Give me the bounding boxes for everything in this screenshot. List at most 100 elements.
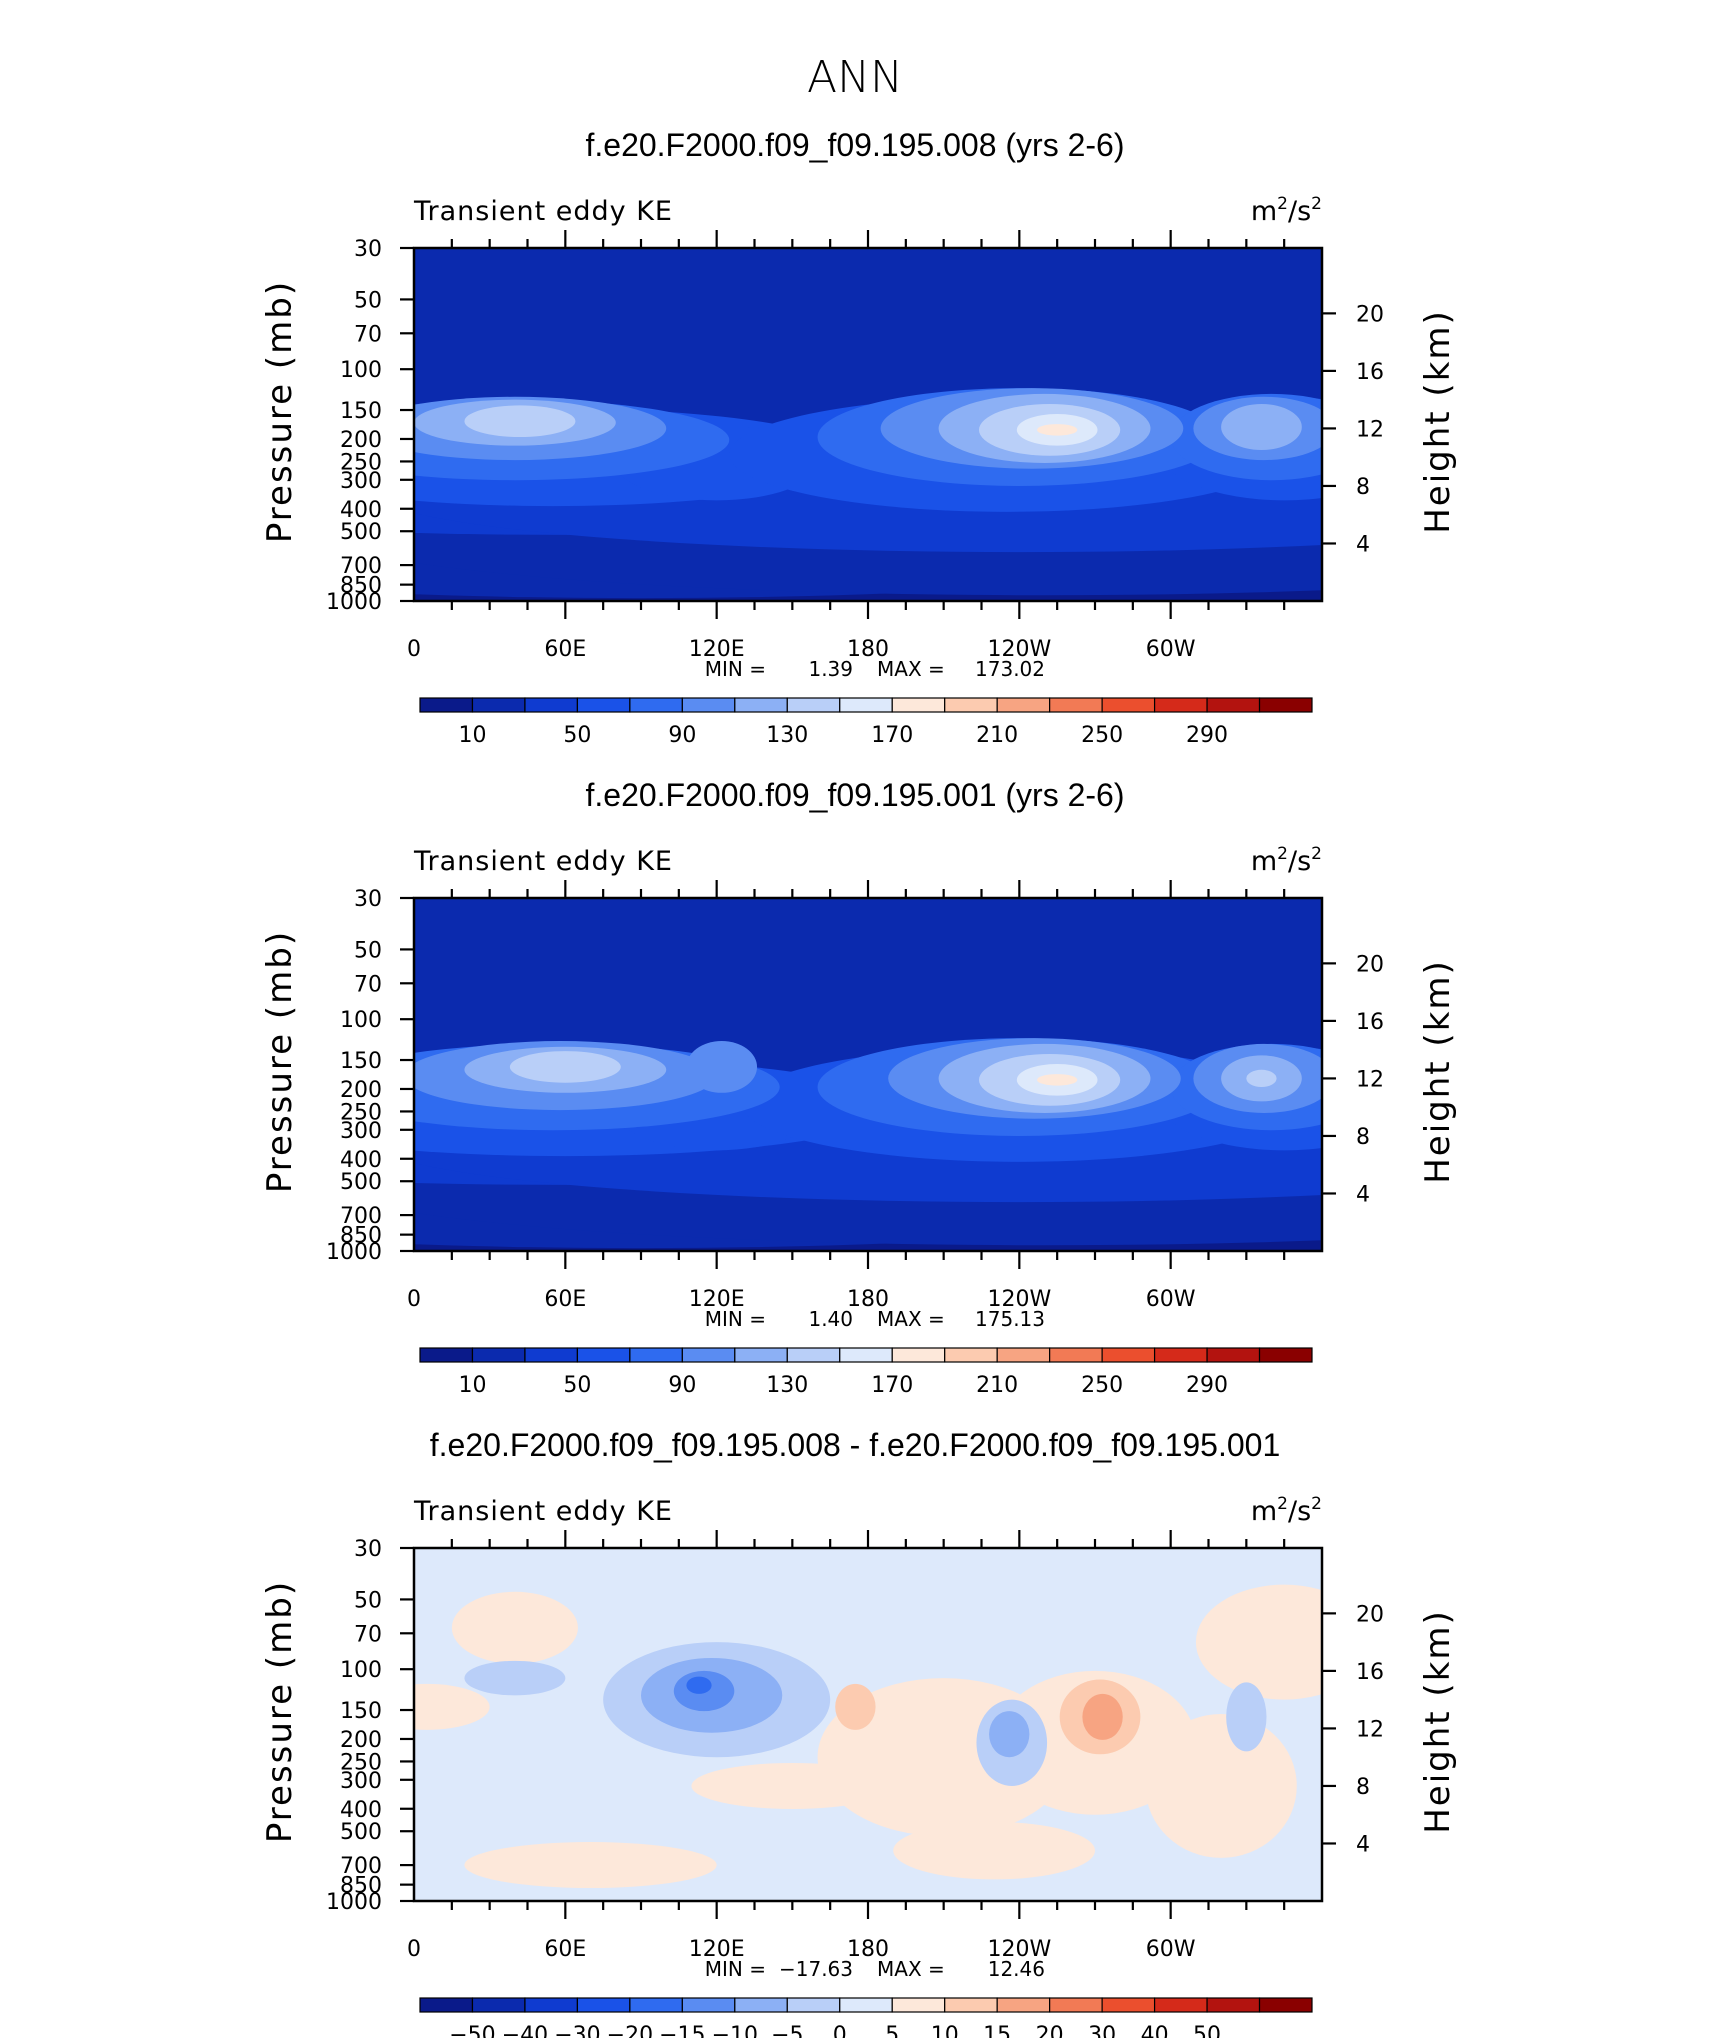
colorbar-swatch	[839, 1997, 893, 2013]
contour-region	[464, 405, 576, 438]
colorbar-swatch	[471, 697, 526, 713]
x-tick-label: 0	[407, 637, 421, 662]
min-value: −17.63	[779, 1957, 853, 1981]
colorbar-label: 50	[1193, 2023, 1221, 2038]
colorbar-swatch	[1049, 1347, 1103, 1363]
x-tick-label: 0	[407, 1937, 421, 1962]
y-tick-label: 200	[340, 1078, 382, 1103]
max-label: MAX =	[877, 1307, 945, 1331]
contour-region	[1524, 572, 1710, 1032]
y-axis-label: Pressure (mb)	[260, 280, 300, 543]
colorbar-swatch	[839, 697, 893, 713]
colorbar-swatch	[891, 1997, 946, 2013]
x-tick-label: 60W	[1146, 1287, 1196, 1312]
colorbar: 10 50 90 130 170 210 250 290	[419, 1347, 1313, 1398]
max-label: MAX =	[877, 657, 945, 681]
y-tick-label: 50	[354, 288, 382, 313]
y-axis-label-right: Height (km)	[1418, 959, 1458, 1184]
colorbar-label: 210	[976, 723, 1018, 748]
colorbar-swatch	[996, 1997, 1051, 2013]
y-right-tick-label: 16	[1356, 1010, 1384, 1035]
y-right-tick-label: 4	[1356, 1182, 1370, 1207]
colorbar-swatch	[1258, 1997, 1313, 2013]
colorbar-swatch	[1206, 1997, 1261, 2013]
colorbar-label: 250	[1081, 723, 1123, 748]
colorbar-label: 5	[885, 2023, 899, 2038]
min-value: 1.40	[808, 1307, 853, 1331]
colorbar-label: 90	[668, 723, 696, 748]
y-tick-label: 30	[354, 887, 382, 912]
colorbar-swatch	[786, 1347, 841, 1363]
colorbar: 10 50 90 130 170 210 250 290	[419, 697, 1313, 748]
y-right-tick-label: 4	[1356, 532, 1370, 557]
contour-field	[414, 898, 1322, 1251]
y-tick-label: 250	[340, 1100, 382, 1125]
colorbar-label: −50	[449, 2023, 495, 2038]
x-tick-label: 120E	[689, 1287, 745, 1312]
contour-region	[1195, 1584, 1322, 1700]
y-tick-label: 200	[340, 428, 382, 453]
contour-region	[509, 1051, 621, 1083]
y-tick-label: 150	[340, 1699, 382, 1724]
y-tick-label: 200	[340, 1728, 382, 1753]
chart-panel: f.e20.F2000.f09_f09.195.008 - f.e20.F200…	[260, 1427, 1458, 2038]
y-right-tick-label: 20	[1356, 1602, 1384, 1627]
y-right-tick-label: 16	[1356, 360, 1384, 385]
y-right-tick-label: 12	[1356, 1717, 1384, 1742]
y-tick-label: 100	[340, 1008, 382, 1033]
contour-region	[835, 1683, 876, 1730]
y-axis-label-right: Height (km)	[1418, 309, 1458, 534]
y-tick-label: 300	[340, 1769, 382, 1794]
y-tick-label: 500	[340, 1170, 382, 1195]
colorbar-swatch	[786, 697, 841, 713]
min-label: MIN =	[705, 1307, 766, 1331]
colorbar-swatch	[419, 697, 474, 713]
colorbar-label: 10	[458, 1373, 486, 1398]
colorbar-label: 15	[983, 2023, 1011, 2038]
x-tick-label: 180	[847, 1287, 889, 1312]
units-label: m2/s2	[1251, 844, 1322, 877]
colorbar-label: −20	[607, 2023, 653, 2038]
x-tick-label: 180	[847, 637, 889, 662]
y-tick-label: 400	[340, 1798, 382, 1823]
colorbar-swatch	[471, 1347, 526, 1363]
contour-region	[414, 1683, 490, 1730]
y-tick-label: 500	[340, 520, 382, 545]
colorbar-label: −10	[712, 2023, 758, 2038]
x-tick-label: 60E	[544, 1937, 586, 1962]
colorbar-swatch	[734, 697, 788, 713]
colorbar-swatch	[471, 1997, 526, 2013]
y-tick-label: 30	[354, 237, 382, 262]
max-label: MAX =	[877, 1957, 945, 1981]
panels: f.e20.F2000.f09_f09.195.008 (yrs 2-6) Tra…	[260, 127, 1710, 2038]
x-tick-label: 60E	[544, 637, 586, 662]
y-tick-label: 700	[340, 1854, 382, 1879]
y-right-tick-label: 16	[1356, 1660, 1384, 1685]
colorbar-swatch	[629, 1347, 683, 1363]
variable-label: Transient eddy KE	[413, 846, 673, 877]
colorbar-swatch	[576, 1997, 631, 2013]
colorbar-swatch	[786, 1997, 841, 2013]
colorbar-label: 210	[976, 1373, 1018, 1398]
colorbar-swatch	[996, 697, 1051, 713]
contour-field	[414, 248, 1710, 1032]
colorbar-swatch	[1101, 1997, 1156, 2013]
colorbar-label: 130	[766, 1373, 808, 1398]
colorbar-swatch	[1153, 1997, 1208, 2013]
colorbar-swatch	[891, 1347, 946, 1363]
chart-title: f.e20.F2000.f09_f09.195.001 (yrs 2-6)	[585, 777, 1124, 813]
y-tick-label: 100	[340, 358, 382, 383]
colorbar-swatch	[944, 1997, 998, 2013]
x-tick-label: 60W	[1146, 637, 1196, 662]
colorbar-swatch	[681, 1347, 736, 1363]
y-tick-label: 1000	[326, 1240, 382, 1265]
colorbar-swatch	[944, 697, 998, 713]
y-tick-label: 850	[340, 1874, 382, 1899]
variable-label: Transient eddy KE	[413, 196, 673, 227]
colorbar-swatch	[1206, 1347, 1261, 1363]
y-axis-label-right: Height (km)	[1418, 1609, 1458, 1834]
contour-region	[1145, 1714, 1297, 1858]
y-tick-label: 850	[340, 574, 382, 599]
colorbar-label: −40	[502, 2023, 548, 2038]
